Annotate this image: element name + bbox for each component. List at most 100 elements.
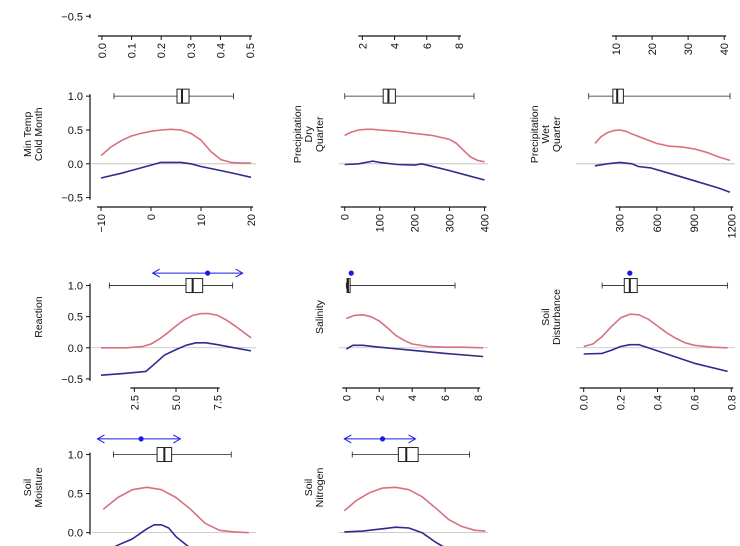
x-tick-label: 4: [390, 43, 402, 49]
x-tick-label: 2: [374, 395, 386, 401]
x-tick-label: 10: [196, 214, 208, 226]
x-tick-label: 6: [440, 395, 452, 401]
range-point: [205, 270, 211, 276]
observed-point: [348, 270, 354, 276]
x-tick-label: 5.0: [171, 395, 183, 410]
chart-panel-p_reaction: 1.0 0.5 0.0 −0.5 2.5 5.0 7.5 Reaction: [33, 268, 256, 410]
x-tick-label: 20: [647, 43, 659, 55]
range-point: [379, 436, 386, 442]
x-tick-label: 0.2: [156, 43, 168, 58]
y-axis-label: Moisture: [33, 467, 45, 507]
x-tick-label: 400: [480, 214, 492, 232]
effect-curve: [100, 161, 252, 179]
x-tick-label: 6: [422, 43, 434, 49]
y-axis-label: Dry: [303, 125, 315, 142]
x-tick-label: 0.1: [127, 43, 139, 58]
suitability-curve: [594, 129, 731, 162]
y-tick-label: −0.5: [61, 193, 83, 205]
x-tick-label: 0.4: [653, 395, 665, 410]
x-tick-label: 200: [410, 214, 422, 232]
effect-curve: [345, 344, 484, 358]
y-tick-label: 1.0: [68, 450, 83, 462]
chart-panel-p_salinity: 0 2 4 6 8 Salinity: [314, 270, 488, 401]
boxplot-box: [397, 447, 419, 463]
x-tick-label: 0: [146, 214, 158, 220]
y-tick-label: 0.5: [68, 489, 83, 501]
chart-panel-p_mintemp: 1.0 0.5 0.0 −0.5 −10 0 10 20 Min Temp Cold Month: [22, 88, 258, 233]
x-tick-label: 1200: [726, 214, 738, 238]
x-tick-label: −10: [96, 214, 108, 233]
suitability-curve: [344, 128, 485, 163]
chart-panel-p_soildist: 0.0 0.2 0.4 0.6 0.8 Soil Disturbance: [540, 270, 738, 410]
boxplot-box: [185, 278, 204, 294]
x-tick-label: 300: [615, 214, 627, 232]
chart-panel-p_soilnitro: Soil Nitrogen: [303, 434, 488, 546]
x-tick-label: 0.4: [215, 43, 227, 58]
x-tick-label: 2: [357, 43, 369, 49]
y-axis-label: Soil: [303, 479, 315, 497]
x-tick-label: 0.5: [245, 43, 257, 58]
y-tick-label: −0.5: [61, 11, 83, 23]
chart-panel-p_precipdry: 0 100 200 300 400 Precipitation Dry Quarter: [292, 88, 492, 232]
chart-panel-p_precipwet: 300 600 900 1200 Precipitation Wet Quarter: [529, 88, 738, 238]
x-tick-label: 0: [340, 214, 352, 220]
y-axis-label: Nitrogen: [314, 468, 326, 508]
y-tick-label: −0.5: [61, 374, 83, 386]
x-tick-label: 40: [719, 43, 731, 55]
y-tick-label: 0.5: [68, 125, 83, 137]
x-tick-label: 30: [683, 43, 695, 55]
x-tick-label: 0.0: [97, 43, 109, 58]
y-axis-label: Soil: [540, 308, 552, 326]
x-tick-label: 8: [454, 43, 466, 49]
x-tick-label: 300: [445, 214, 457, 232]
y-axis-label: Cold Month: [33, 107, 45, 161]
chart-panel-p_top3: 10203040V: [611, 35, 731, 55]
x-tick-label: 0.2: [616, 395, 628, 410]
effect-curve: [583, 343, 728, 373]
range-point: [138, 436, 144, 442]
suitability-curve: [583, 313, 728, 349]
suitability-curve: [102, 486, 249, 534]
chart-panel-p_soilmoist: 1.0 0.5 0.0 Soil Moisture: [22, 434, 256, 546]
range-arrow-head-left: [151, 268, 160, 278]
y-tick-label: 1.0: [68, 281, 83, 293]
y-tick-label: 0.5: [68, 312, 83, 324]
suitability-curve: [343, 486, 486, 532]
x-tick-label: 4: [407, 395, 419, 401]
y-axis-label: Quarter: [551, 116, 563, 152]
x-tick-label: 0.6: [689, 395, 701, 410]
range-arrow-head-right: [235, 268, 244, 278]
range-arrow-head-left: [343, 434, 352, 444]
suitability-curve: [100, 128, 251, 164]
chart-panel-p_top2: 2 4 6 8: [357, 35, 466, 49]
x-tick-label: 100: [375, 214, 387, 232]
y-axis-label: Min Temp: [22, 111, 34, 156]
y-axis-label: Precipitation: [529, 105, 541, 163]
x-tick-label: 8: [473, 395, 485, 401]
range-arrow-head-left: [96, 434, 105, 444]
suitability-curve: [346, 314, 484, 349]
effect-curve: [100, 342, 252, 376]
range-arrow-head-right: [173, 434, 182, 444]
effect-curve: [114, 524, 189, 546]
x-tick-label: 20: [246, 214, 258, 226]
effect-curve: [344, 526, 444, 546]
x-tick-label: 7.5: [213, 395, 225, 410]
range-arrow-head-right: [408, 434, 417, 444]
y-axis-label: Reaction: [33, 296, 45, 338]
y-axis-label: Disturbance: [551, 289, 563, 345]
x-tick-label: 10: [611, 43, 623, 55]
x-tick-label: 0.3: [186, 43, 198, 58]
x-tick-label: 2.5: [129, 395, 141, 410]
y-axis-label: Quarter: [314, 116, 326, 152]
x-tick-label: 0.0: [579, 395, 591, 410]
observed-point: [627, 270, 633, 276]
y-tick-label: 0.0: [68, 528, 83, 540]
x-tick-label: 600: [652, 214, 664, 232]
effect-curve: [344, 160, 485, 181]
y-tick-label: 0.0: [68, 159, 83, 171]
x-tick-label: 900: [689, 214, 701, 232]
x-tick-label: 0.8: [726, 395, 738, 410]
suitability-curve: [101, 312, 252, 349]
